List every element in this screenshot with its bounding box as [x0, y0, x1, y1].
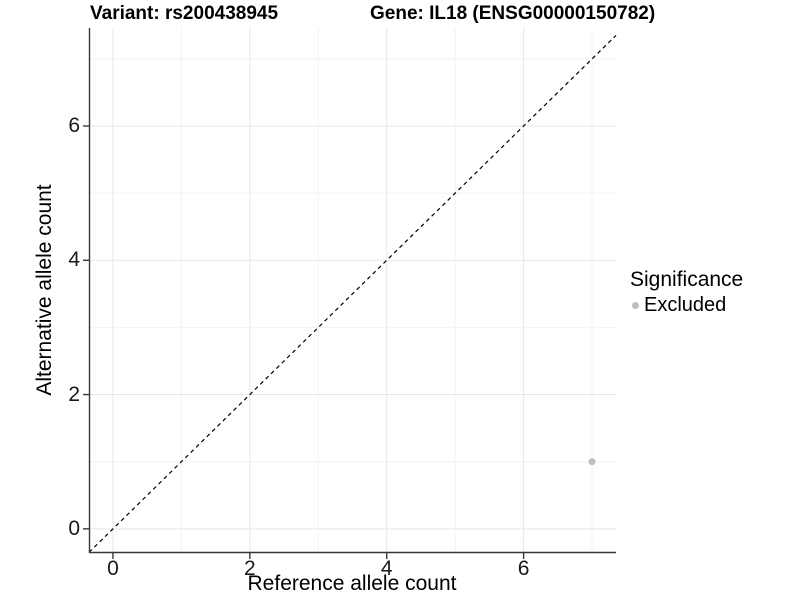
x-tick-label: 2 [243, 557, 256, 580]
identity-reference-line [88, 34, 617, 553]
legend-point-icon [632, 302, 639, 309]
y-axis-title: Alternative allele count [33, 184, 56, 396]
legend-title: Significance [630, 268, 744, 291]
legend: Significance Excluded [630, 268, 743, 317]
plot-title-gene: Gene: IL18 (ENSG00000150782) [370, 3, 656, 24]
x-tick-label: 0 [107, 557, 119, 580]
y-tick-label: 0 [68, 516, 80, 540]
plot-panel [83, 28, 617, 559]
x-tick-label: 4 [380, 557, 393, 580]
legend-item-label: Excluded [644, 294, 727, 316]
x-tick-label: 6 [517, 557, 530, 580]
x-axis-title: Reference allele count [247, 572, 457, 595]
plot-title-variant: Variant: rs200438945 [90, 3, 279, 24]
y-tick-label: 6 [68, 114, 80, 138]
y-tick-label: 4 [68, 248, 80, 272]
data-point [588, 458, 596, 466]
legend-item-excluded: Excluded [630, 294, 743, 317]
y-tick-label: 2 [68, 382, 80, 406]
